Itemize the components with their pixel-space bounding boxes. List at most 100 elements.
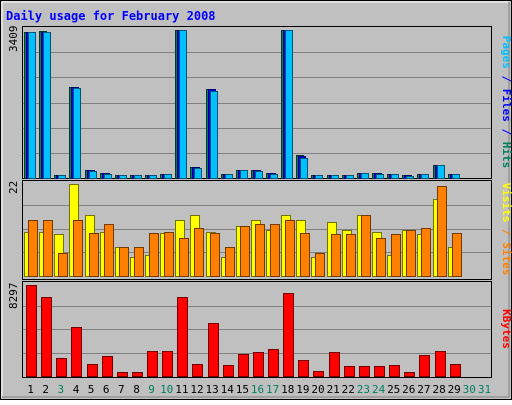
x-tick-label-day-26: 26 (402, 383, 415, 396)
bar-pages-day-24 (376, 174, 384, 179)
bar-sites-day-15 (240, 226, 250, 277)
bar-kbytes-day-5 (87, 364, 98, 377)
bar-sites-day-16 (255, 224, 265, 277)
bar-sites-day-28 (437, 186, 447, 277)
x-tick-label-day-11: 11 (175, 383, 188, 396)
bar-pages-day-26 (406, 176, 414, 179)
bar-pages-day-22 (346, 175, 354, 179)
x-tick-label-day-13: 13 (205, 383, 218, 396)
bar-kbytes-day-6 (102, 356, 113, 377)
x-tick-label-day-8: 8 (133, 383, 140, 396)
bar-sites-day-11 (179, 238, 189, 277)
bar-kbytes-day-2 (41, 297, 52, 377)
bar-kbytes-day-24 (374, 366, 385, 377)
legend-label-part: Sites (500, 242, 512, 275)
x-tick-label-day-27: 27 (417, 383, 430, 396)
bar-sites-day-27 (421, 228, 431, 277)
bar-kbytes-day-21 (329, 352, 340, 377)
bar-sites-day-24 (376, 238, 386, 277)
bar-pages-day-5 (89, 171, 97, 179)
bar-sites-day-9 (149, 233, 159, 277)
bar-sites-day-23 (361, 215, 371, 277)
bar-kbytes-day-29 (450, 364, 461, 377)
bar-sites-day-4 (73, 220, 83, 277)
bar-pages-day-23 (361, 173, 369, 179)
bar-kbytes-day-3 (56, 358, 67, 377)
bar-sites-day-12 (194, 228, 204, 277)
bar-sites-day-5 (89, 233, 99, 277)
side-legend-labels: Pages / Files / Hits Visits / Sites KBytes (500, 36, 512, 349)
bar-sites-day-20 (315, 253, 325, 277)
bar-kbytes-day-10 (162, 351, 173, 377)
bar-kbytes-day-4 (71, 327, 82, 377)
bar-kbytes-day-7 (117, 372, 128, 377)
x-tick-label-day-23: 23 (357, 383, 370, 396)
bar-pages-day-15 (240, 170, 248, 179)
bar-sites-day-21 (331, 234, 341, 277)
legend-label-part: Files (500, 89, 512, 122)
bars-layer (24, 30, 462, 377)
bar-sites-day-13 (210, 233, 220, 277)
x-axis-labels: 1 2 3 4 5 6 7 8 9 10 11 12 13 14 15 16 17 18 19 20 21 22 23 24 2… (27, 383, 491, 396)
x-tick-label-day-5: 5 (88, 383, 95, 396)
legend-label-pages-files-hits: Pages / Files / Hits (500, 36, 512, 169)
chart-title: Daily usage for February 2008 (6, 9, 216, 23)
bar-kbytes-day-26 (404, 372, 415, 377)
x-tick-label-day-19: 19 (296, 383, 309, 396)
bar-kbytes-day-28 (435, 351, 446, 377)
legend-label-part: Visits (500, 183, 512, 223)
x-tick-label-day-7: 7 (118, 383, 125, 396)
bar-sites-day-26 (406, 230, 416, 277)
bar-pages-day-21 (331, 175, 339, 179)
bar-sites-day-25 (391, 234, 401, 277)
panel-pages-files-hits (22, 26, 492, 179)
bar-pages-day-1 (28, 32, 36, 179)
bar-sites-day-3 (58, 253, 68, 277)
bar-kbytes-day-27 (419, 355, 430, 377)
bar-pages-day-14 (225, 174, 233, 179)
bar-sites-day-7 (119, 247, 129, 277)
x-tick-label-day-29: 29 (448, 383, 461, 396)
x-tick-label-day-1: 1 (27, 383, 34, 396)
bar-sites-day-18 (285, 220, 295, 277)
panel2-ymax-label: 22 (7, 181, 20, 194)
x-tick-label-day-20: 20 (311, 383, 324, 396)
x-tick-label-day-22: 22 (342, 383, 355, 396)
bar-kbytes-day-22 (344, 366, 355, 377)
bar-kbytes-day-8 (132, 372, 143, 377)
bar-kbytes-day-1 (26, 285, 37, 377)
bar-pages-day-20 (315, 175, 323, 179)
x-tick-label-day-28: 28 (432, 383, 445, 396)
bar-pages-day-19 (300, 158, 308, 179)
bar-pages-day-29 (452, 174, 460, 179)
bar-sites-day-17 (270, 224, 280, 277)
legend-label-part: Hits (500, 142, 512, 169)
x-tick-label-day-2: 2 (42, 383, 49, 396)
bar-pages-day-27 (421, 174, 429, 179)
bar-pages-day-2 (43, 32, 51, 179)
bar-pages-day-12 (194, 168, 202, 179)
bar-sites-day-8 (134, 247, 144, 277)
bar-pages-day-7 (119, 175, 127, 179)
bar-kbytes-day-25 (389, 365, 400, 377)
bar-kbytes-day-12 (192, 364, 203, 377)
bar-sites-day-2 (43, 220, 53, 277)
bar-sites-day-22 (346, 234, 356, 277)
bar-kbytes-day-14 (223, 365, 234, 377)
x-tick-label-day-6: 6 (103, 383, 110, 396)
legend-label-part: Pages (500, 36, 512, 69)
bar-kbytes-day-9 (147, 351, 158, 377)
bar-sites-day-1 (28, 220, 38, 277)
bar-kbytes-day-23 (359, 366, 370, 377)
x-tick-label-day-18: 18 (281, 383, 294, 396)
bar-pages-day-16 (255, 171, 263, 179)
legend-label-part: KBytes (500, 309, 512, 349)
bar-sites-day-10 (164, 232, 174, 277)
x-tick-label-day-15: 15 (236, 383, 249, 396)
legend-label-part: / (500, 222, 512, 242)
bar-pages-day-8 (134, 175, 142, 179)
x-tick-label-day-14: 14 (221, 383, 235, 396)
bar-pages-day-11 (179, 30, 187, 179)
x-tick-label-day-31: 31 (478, 383, 491, 396)
